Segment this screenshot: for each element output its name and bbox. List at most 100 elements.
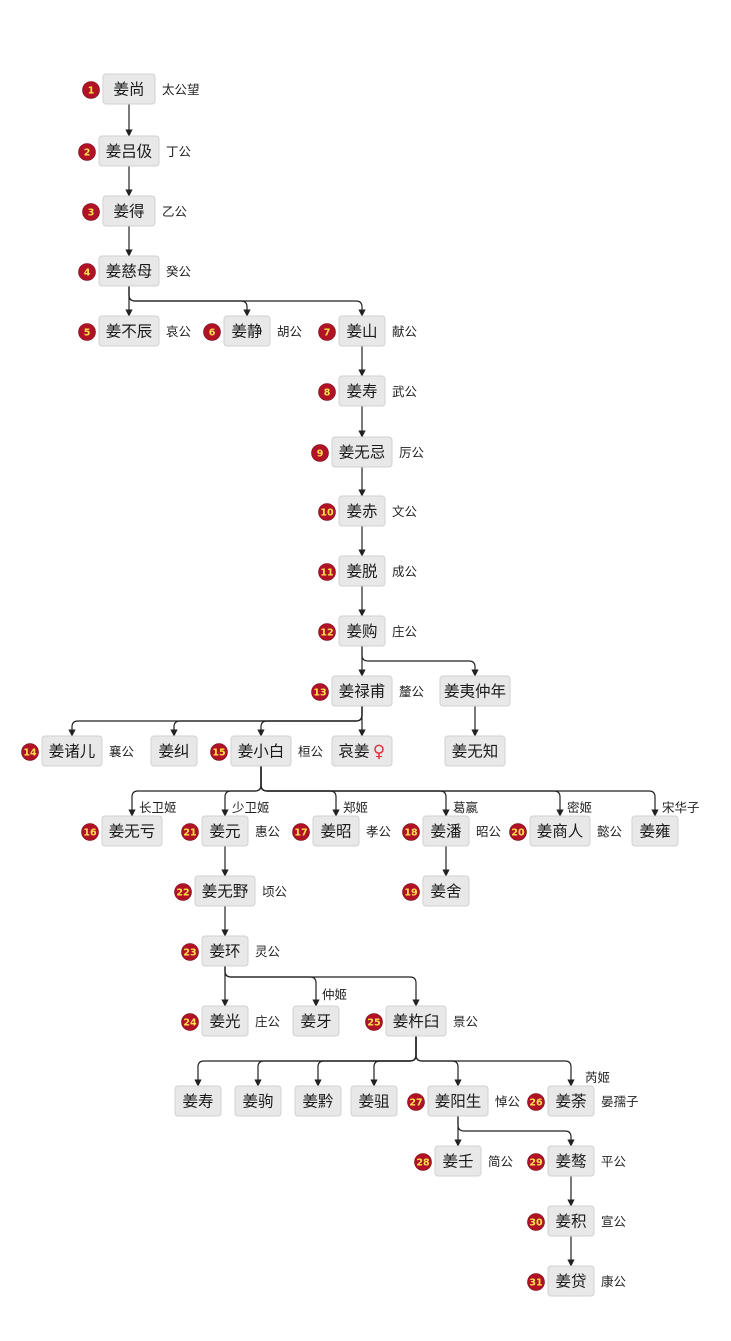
person-box[interactable] [101,815,163,847]
person-node[interactable]: 姜舍 19 [402,875,470,907]
person-box[interactable] [422,875,470,907]
person-node[interactable]: 姜得 3 乙公 [82,195,188,227]
person-box[interactable] [331,436,393,468]
person-box[interactable] [294,1085,342,1117]
person-node[interactable]: 姜壬 28 简公 [414,1145,514,1177]
person-node[interactable]: 姜昭 17 孝公 [292,815,392,847]
person-box[interactable] [150,735,198,767]
posthumous-title: 孝公 [366,824,392,839]
person-box[interactable] [201,815,249,847]
person-node[interactable]: 姜小白 15 桓公 [210,735,324,767]
person-node[interactable]: 姜荼 26 晏孺子 [527,1085,639,1117]
person-name: 姜山 [346,323,377,341]
ruler-order-badge [527,1273,545,1291]
posthumous-title: 康公 [601,1274,627,1289]
person-box[interactable] [547,1145,595,1177]
person-node[interactable]: 姜杵臼 25 景公 [365,1005,479,1037]
person-box[interactable] [98,315,160,347]
person-node[interactable]: 姜购 12 庄公 [318,615,418,647]
person-node[interactable]: 姜驹 [234,1085,282,1117]
person-node[interactable]: 姜骜 29 平公 [527,1145,627,1177]
person-node[interactable]: 姜寿 8 武公 [318,375,418,407]
person-node[interactable]: 姜阳生 27 悼公 [407,1085,521,1117]
person-name: 姜购 [346,623,377,641]
person-node[interactable]: 姜吕伋 2 丁公 [78,135,192,167]
mother-label: 葛嬴 [453,800,479,815]
person-node[interactable]: 姜无亏 16 [81,815,163,847]
person-box[interactable] [312,815,360,847]
person-box[interactable] [422,815,470,847]
person-node[interactable]: 姜贷 31 康公 [527,1265,627,1297]
ruler-order-badge [407,1093,425,1111]
person-box[interactable] [434,1145,482,1177]
person-box[interactable] [102,195,156,227]
person-node[interactable]: 姜环 23 灵公 [181,935,281,967]
person-node[interactable]: 姜潘 18 昭公 [402,815,502,847]
ruler-order-badge [311,444,329,462]
person-node[interactable]: 姜赤 10 文公 [318,495,418,527]
person-name: 姜赤 [346,503,377,521]
person-box[interactable] [338,315,386,347]
person-box[interactable] [194,875,256,907]
person-node[interactable]: 姜无忌 9 厉公 [311,436,425,468]
person-box[interactable] [331,675,393,707]
person-name: 姜得 [113,203,144,221]
person-box[interactable] [98,255,160,287]
person-node[interactable]: 姜黔 [294,1085,342,1117]
person-node[interactable]: 姜静 6 胡公 [203,315,303,347]
person-box[interactable] [444,735,506,767]
person-node[interactable]: 姜光 24 庄公 [181,1005,281,1037]
person-box[interactable] [292,1005,340,1037]
person-node[interactable]: 姜商人 20 懿公 [509,815,623,847]
posthumous-title: 庄公 [255,1014,281,1029]
person-box[interactable] [427,1085,489,1117]
person-box[interactable] [439,675,511,707]
ruler-order-badge [292,823,310,841]
person-box[interactable] [338,495,386,527]
person-box[interactable] [338,615,386,647]
person-box[interactable] [547,1205,595,1237]
person-node[interactable]: 姜禄甫 13 釐公 [311,675,425,707]
mother-label: 长卫姬 [139,800,177,815]
person-box[interactable] [547,1085,595,1117]
person-node[interactable]: 姜驵 [350,1085,398,1117]
person-node[interactable]: 姜脱 11 成公 [318,555,418,587]
person-node[interactable]: 姜纠 [150,735,198,767]
person-box[interactable] [223,315,271,347]
person-box[interactable] [385,1005,447,1037]
person-node[interactable]: 姜慈母 4 癸公 [78,255,192,287]
ruler-order-badge [78,263,96,281]
person-box[interactable] [631,815,679,847]
person-box[interactable] [201,935,249,967]
person-node[interactable]: 姜牙 [292,1005,340,1037]
person-box[interactable] [230,735,292,767]
person-box[interactable] [41,735,103,767]
person-node[interactable]: 姜山 7 献公 [318,315,418,347]
person-node[interactable]: 姜诸儿 14 襄公 [21,735,135,767]
person-node[interactable]: 姜雍 [631,815,679,847]
person-node[interactable]: 姜无知 [444,735,506,767]
person-node[interactable]: 姜元 21 惠公 [181,815,281,847]
person-box[interactable] [331,735,393,767]
person-node[interactable]: 姜积 30 宣公 [527,1205,627,1237]
person-node[interactable]: 姜夷仲年 [439,675,511,707]
person-box[interactable] [338,375,386,407]
person-node[interactable]: 哀姜 ♀ [331,735,393,767]
person-node[interactable]: 姜无野 22 顷公 [174,875,288,907]
person-box[interactable] [102,73,156,105]
person-node[interactable]: 姜尚 1 太公望 [82,73,200,105]
person-box[interactable] [201,1005,249,1037]
person-box[interactable] [350,1085,398,1117]
person-box[interactable] [174,1085,222,1117]
person-box[interactable] [98,135,160,167]
person-box[interactable] [529,815,591,847]
person-box[interactable] [338,555,386,587]
posthumous-title: 顷公 [262,884,288,899]
person-node[interactable]: 姜寿 [174,1085,222,1117]
ruler-order-badge [81,823,99,841]
person-node[interactable]: 姜不辰 5 哀公 [78,315,192,347]
person-box[interactable] [547,1265,595,1297]
person-box[interactable] [234,1085,282,1117]
ruler-order-number: 17 [294,828,307,839]
